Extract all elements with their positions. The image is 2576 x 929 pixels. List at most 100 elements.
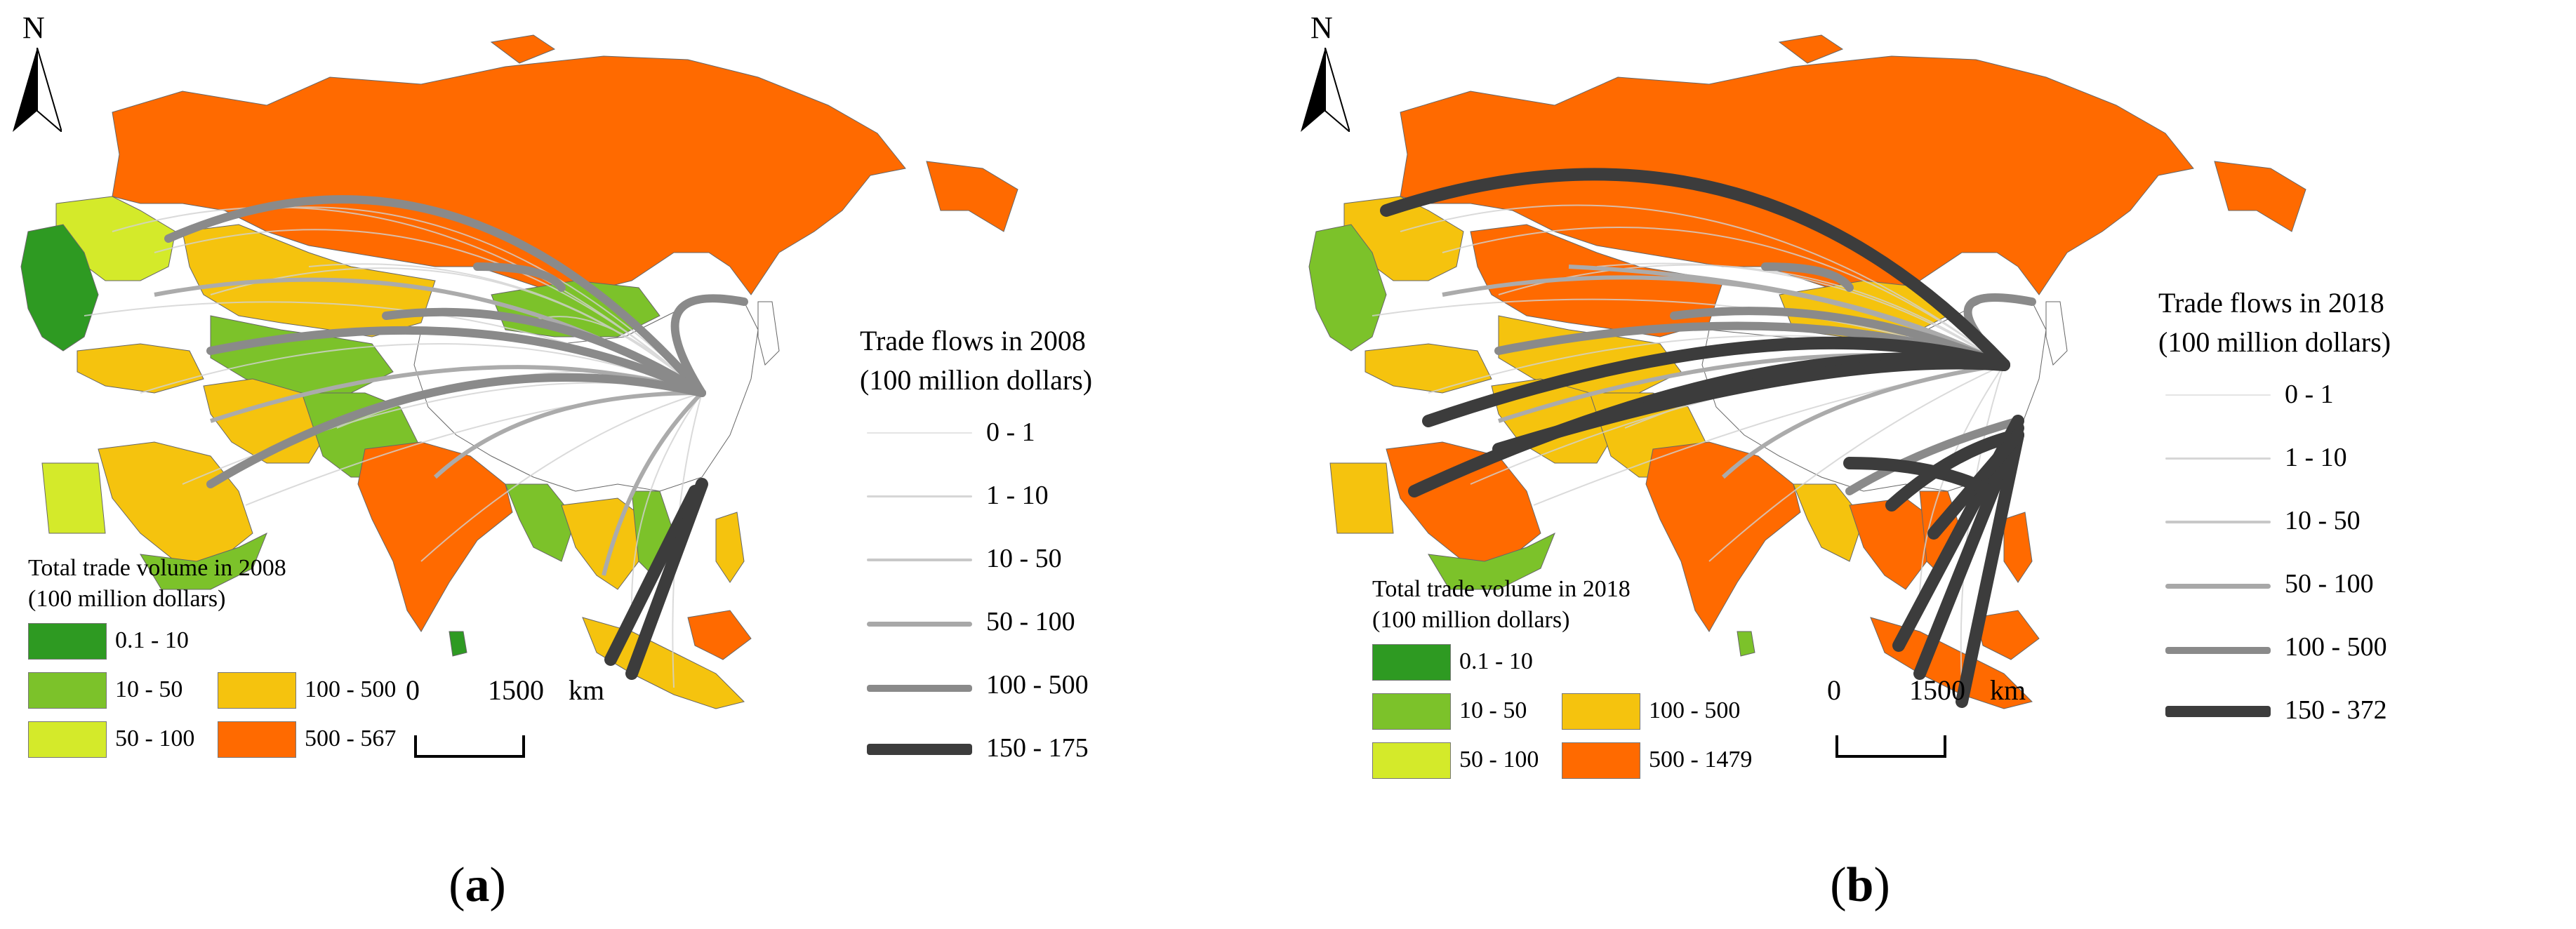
flow-legend-item: 100 - 500 [2158, 627, 2453, 669]
caption-letter: a [465, 858, 490, 912]
region-thailand-indochina [1849, 497, 1934, 590]
flow-legend-label: 50 - 100 [986, 607, 1075, 636]
trade-flows-top [604, 478, 708, 680]
flow-legend-item: 1 - 10 [860, 476, 1155, 518]
volume-legend-label: 100 - 500 [305, 676, 397, 702]
region-malaysia-indonesia [1870, 617, 2033, 709]
scale-start: 0 [1827, 674, 1841, 706]
flow-legend-title-1: Trade flows in 2008 [860, 325, 1086, 356]
panel-caption-b: (b) [1830, 858, 1890, 912]
scale-unit: km [1990, 674, 2026, 706]
flow-legend-item: 50 - 100 [2158, 564, 2453, 606]
volume-legend-label: 0.1 - 10 [115, 627, 189, 653]
volume-legend-label: 10 - 50 [1459, 697, 1527, 723]
region-saudi-arabia [1386, 441, 1541, 562]
flow-legend-item: 1 - 10 [2158, 438, 2453, 480]
volume-swatch [1372, 644, 1451, 681]
flow-legend-label: 10 - 50 [986, 544, 1062, 573]
volume-swatch [218, 721, 296, 758]
region-india [1645, 441, 1801, 632]
region-egypt [1329, 462, 1394, 534]
flow-legend-label: 100 - 500 [2285, 632, 2387, 662]
volume-swatch [28, 721, 107, 758]
region-saudi-arabia [98, 441, 253, 562]
north-label: N [22, 11, 45, 45]
volume-swatch [218, 672, 296, 709]
flow-legend-label: 0 - 1 [986, 417, 1035, 447]
volume-legend: Total trade volume in 2008 (100 million … [28, 553, 449, 763]
region-russia [1400, 55, 2194, 295]
north-label: N [1310, 11, 1333, 45]
flow-legend: Trade flows in 2018 (100 million dollars… [2158, 283, 2453, 725]
map-panel-b: N Trade flows in 2018 (100 million dolla… [1288, 0, 2576, 929]
flow-legend-item: 50 - 100 [860, 602, 1155, 644]
trade-flows-50-100 [1442, 265, 2005, 479]
flow-legend-item: 150 - 175 [860, 728, 1155, 770]
north-arrow: N [1301, 13, 1357, 132]
flow-legend-label: 150 - 175 [986, 733, 1089, 763]
flow-legend-item: 0 - 1 [2158, 375, 2453, 417]
flow-legend-label: 1 - 10 [2285, 443, 2347, 472]
scale-bar: 0 1500 km [1814, 674, 2053, 758]
flow-legend-item: 10 - 50 [2158, 501, 2453, 543]
region-russia [112, 55, 906, 295]
region-borneo [1975, 610, 2040, 660]
trade-flow-map [1308, 34, 2306, 709]
scale-start: 0 [406, 674, 420, 706]
trade-flows-top [1380, 168, 2024, 708]
region-borneo [687, 610, 752, 660]
flow-legend-label: 100 - 500 [986, 670, 1089, 700]
flow-legend-item: 150 - 372 [2158, 690, 2453, 733]
region-europe-west [1308, 224, 1387, 352]
volume-legend: Total trade volume in 2018 (100 million … [1372, 574, 1793, 784]
flow-legend: Trade flows in 2008 (100 million dollars… [860, 321, 1155, 763]
caption-letter: b [1846, 858, 1874, 912]
flow-legend-label: 10 - 50 [2285, 506, 2361, 535]
volume-legend-title-2: (100 million dollars) [1372, 607, 1570, 633]
region-thailand-indochina [561, 497, 646, 590]
north-arrow-icon [13, 48, 62, 132]
flow-legend-title-1: Trade flows in 2018 [2158, 287, 2384, 319]
volume-legend-label: 100 - 500 [1649, 697, 1741, 723]
volume-swatch [1562, 742, 1640, 779]
flow-legend-title-2: (100 million dollars) [860, 364, 1093, 396]
scale-bar-line [1835, 735, 1946, 758]
flow-legend-label: 50 - 100 [2285, 569, 2374, 599]
region-novaya-zemlya [1778, 34, 1844, 64]
volume-legend-label: 500 - 1479 [1649, 747, 1753, 773]
region-philippines [2003, 512, 2033, 583]
scale-bar: 0 1500 km [393, 674, 632, 758]
region-kamchatka [2214, 161, 2306, 232]
volume-legend-label: 0.1 - 10 [1459, 648, 1533, 674]
volume-legend-title-1: Total trade volume in 2018 [1372, 576, 1631, 602]
panel-caption-a: (a) [449, 858, 506, 912]
volume-legend-label: 50 - 100 [115, 726, 195, 751]
region-japan-korea [2045, 301, 2068, 366]
region-bangladesh-myanmar [505, 483, 576, 562]
volume-swatch [1372, 693, 1451, 730]
scale-unit: km [569, 674, 605, 706]
north-arrow-icon [1301, 48, 1350, 132]
region-philippines [715, 512, 745, 583]
trade-flow-map [20, 34, 1018, 709]
flow-legend-label: 150 - 372 [2285, 695, 2387, 725]
volume-swatch [28, 623, 107, 660]
scale-bar-line [414, 735, 525, 758]
region-sri-lanka [449, 631, 467, 657]
map-panel-a: N Trade flows in 2008 (100 million dolla… [13, 13, 1155, 912]
region-europe-west [20, 224, 99, 352]
flow-legend-item: 100 - 500 [860, 665, 1155, 707]
region-sri-lanka [1737, 631, 1755, 657]
volume-swatch [1562, 693, 1640, 730]
flow-legend-item: 10 - 50 [860, 539, 1155, 581]
volume-legend-title-2: (100 million dollars) [28, 586, 226, 612]
volume-legend-label: 50 - 100 [1459, 747, 1539, 773]
region-egypt [41, 462, 106, 534]
north-arrow: N [13, 13, 69, 132]
region-bangladesh-myanmar [1793, 483, 1864, 562]
region-novaya-zemlya [490, 34, 556, 64]
flow-legend-title-2: (100 million dollars) [2158, 326, 2391, 358]
region-yemen-oman [1428, 532, 1555, 590]
region-turkey [1365, 343, 1492, 394]
region-turkey [77, 343, 204, 394]
